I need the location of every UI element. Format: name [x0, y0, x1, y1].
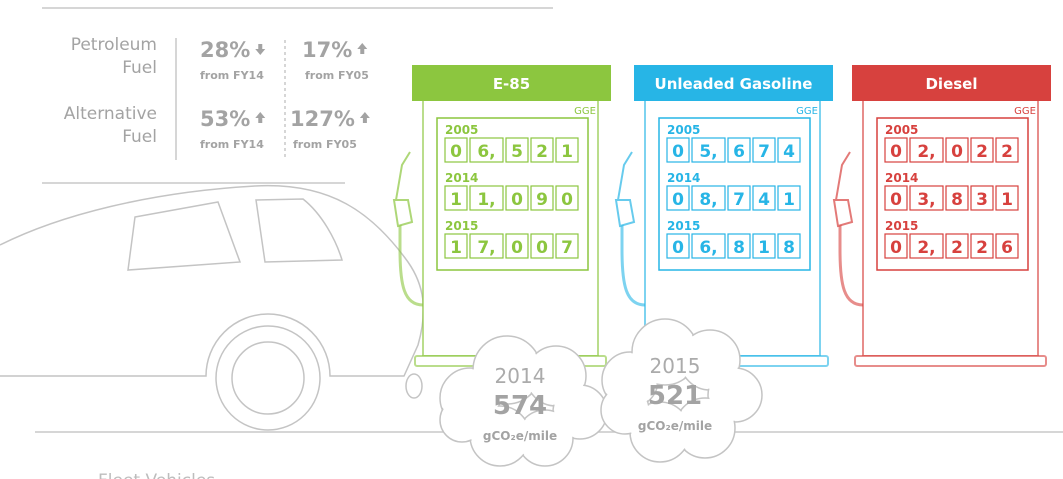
stat-label: Petroleum [71, 35, 157, 55]
nozzle [616, 152, 634, 226]
trend-arrow [255, 44, 265, 55]
digit: 1 [450, 238, 462, 258]
reading-year: 2014 [885, 171, 918, 185]
reading-year: 2014 [445, 171, 478, 185]
cloud-value: 574 [493, 391, 547, 421]
stat-label: Fuel [122, 58, 157, 78]
digit: 2, [917, 142, 935, 162]
pump-unit: GGE [1014, 106, 1036, 117]
car-body [0, 186, 423, 376]
stat-note: from FY05 [293, 138, 357, 151]
digit: 0 [561, 190, 573, 210]
digit: 3 [976, 190, 988, 210]
reading-year: 2015 [667, 219, 700, 233]
cloud-year: 2015 [650, 354, 701, 378]
digit: 8 [951, 190, 963, 210]
exhaust [406, 374, 422, 398]
stat-value: 127% [290, 107, 355, 131]
digit: 0 [450, 142, 462, 162]
digit: 7 [561, 238, 573, 258]
digit: 7, [477, 238, 495, 258]
cloud-unit: gCO₂e/mile [483, 429, 557, 443]
digit: 0 [890, 142, 902, 162]
digit: 0 [951, 142, 963, 162]
digit: 2 [1001, 142, 1013, 162]
digit: 1, [477, 190, 495, 210]
digit: 5 [511, 142, 523, 162]
cloud-unit: gCO₂e/mile [638, 419, 712, 433]
footer: Fleet Vehicles [98, 471, 215, 479]
digit: 7 [758, 142, 770, 162]
digit: 1 [1001, 190, 1013, 210]
digit: 8 [783, 238, 795, 258]
stat-note: from FY14 [200, 69, 264, 82]
pump-unit: GGE [574, 106, 596, 117]
digit: 6, [477, 142, 495, 162]
nozzle [834, 152, 852, 226]
digit: 2 [976, 238, 988, 258]
reading-year: 2005 [667, 123, 700, 137]
stat-value: 53% [200, 107, 250, 131]
digit: 2 [536, 142, 548, 162]
pump-name: Unleaded Gasoline [655, 75, 813, 93]
reading-year: 2014 [667, 171, 700, 185]
car-window [256, 199, 342, 262]
cloud-value: 521 [648, 381, 702, 411]
digit: 0 [511, 190, 523, 210]
stat-value: 28% [200, 38, 250, 62]
pump-name: Diesel [925, 75, 977, 93]
stat-label: Alternative [64, 104, 157, 124]
reading-year: 2005 [445, 123, 478, 137]
digit: 2, [917, 238, 935, 258]
digit: 6, [699, 238, 717, 258]
digit: 1 [561, 142, 573, 162]
digit: 0 [890, 238, 902, 258]
digit: 8 [733, 238, 745, 258]
pump-base [855, 356, 1046, 366]
digit: 1 [783, 190, 795, 210]
digit: 0 [672, 238, 684, 258]
cloud-year: 2014 [495, 364, 546, 388]
digit: 0 [890, 190, 902, 210]
digit: 3, [917, 190, 935, 210]
digit: 1 [450, 190, 462, 210]
pump-unit: GGE [796, 106, 818, 117]
trend-arrow [357, 43, 367, 54]
nozzle [394, 152, 412, 226]
digit: 2 [951, 238, 963, 258]
digit: 4 [783, 142, 795, 162]
reading-year: 2015 [445, 219, 478, 233]
digit: 0 [511, 238, 523, 258]
digit: 0 [536, 238, 548, 258]
stat-note: from FY14 [200, 138, 264, 151]
digit: 2 [976, 142, 988, 162]
stat-label: Fuel [122, 127, 157, 147]
digit: 0 [672, 190, 684, 210]
pump-name: E-85 [493, 75, 530, 93]
digit: 6 [733, 142, 745, 162]
car-window [128, 202, 240, 270]
stat-value: 17% [302, 38, 352, 62]
digit: 0 [672, 142, 684, 162]
digit: 8, [699, 190, 717, 210]
trend-arrow [360, 112, 370, 123]
car-wheel [232, 342, 304, 414]
digit: 4 [758, 190, 770, 210]
digit: 1 [758, 238, 770, 258]
digit: 7 [733, 190, 745, 210]
digit: 5, [699, 142, 717, 162]
digit: 6 [1001, 238, 1013, 258]
trend-arrow [255, 112, 265, 123]
digit: 9 [536, 190, 548, 210]
cloud-fill [441, 399, 483, 441]
infographic: E-85GGE200506,521201411,090201517,007Unl… [0, 0, 1063, 479]
stat-note: from FY05 [305, 69, 369, 82]
car [0, 186, 423, 430]
reading-year: 2015 [885, 219, 918, 233]
reading-year: 2005 [885, 123, 918, 137]
